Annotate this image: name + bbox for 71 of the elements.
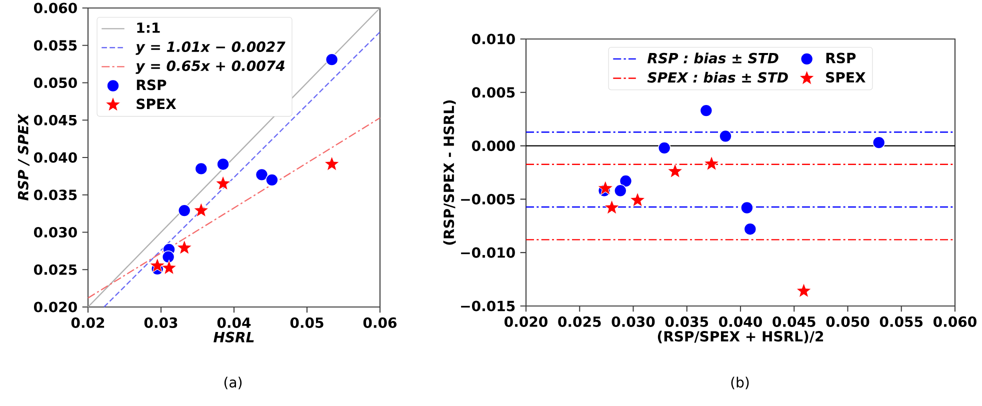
y-tick-label: −0.010: [461, 247, 515, 258]
y-tick-label: 0.040: [34, 152, 77, 163]
y-tick-label: 0.020: [34, 302, 77, 312]
y-tick-label: 0.050: [34, 77, 77, 88]
x-tick-label: 0.04: [217, 317, 251, 328]
x-tick-label: 0.060: [934, 316, 976, 327]
point: [719, 130, 732, 143]
point: [193, 202, 210, 218]
y-tick-label: 0.045: [34, 114, 77, 126]
point: [704, 156, 720, 171]
x-axis-title: HSRL: [214, 332, 254, 342]
text: (a): [224, 376, 242, 390]
legend-label: y = 0.65x + 0.0074: [136, 60, 285, 74]
point: [325, 53, 338, 66]
point: [667, 163, 683, 178]
point: [178, 204, 191, 217]
point: [872, 136, 886, 149]
point: [176, 240, 192, 255]
point: [740, 201, 754, 214]
point: [796, 282, 812, 298]
x-tick-label: 0.020: [504, 316, 548, 327]
point: [744, 222, 757, 236]
y-axis-title: (RSP/SPEX - HSRL): [443, 100, 456, 245]
point: [619, 174, 632, 188]
x-tick-label: 0.025: [558, 316, 601, 327]
y-tick-label: −0.015: [461, 300, 515, 312]
point: [162, 250, 175, 264]
legend-label: SPEX: [826, 72, 866, 83]
legend-label: SPEX : bias ± STD: [647, 72, 788, 83]
text: (b): [731, 376, 749, 390]
point: [215, 175, 231, 190]
point: [658, 142, 671, 154]
point: [597, 180, 614, 196]
x-tick-label: 0.050: [826, 316, 870, 327]
y-tick-label: 0.030: [34, 226, 77, 238]
x-tick-label: 0.05: [290, 317, 324, 328]
point: [324, 156, 340, 171]
point: [255, 168, 268, 182]
y-axis-title: RSP / SPEX: [18, 114, 30, 201]
x-axis-title: (RSP/SPEX + HSRL)/2: [658, 330, 824, 344]
legend-label: RSP: [136, 80, 166, 90]
point: [216, 158, 230, 171]
point: [604, 199, 620, 214]
x-tick-label: 0.040: [719, 316, 762, 327]
point: [194, 162, 208, 176]
x-tick-label: 0.06: [363, 317, 397, 328]
x-tick-label: 0.055: [880, 316, 923, 327]
point: [149, 258, 166, 273]
point: [700, 104, 713, 117]
x-tick-label: 0.045: [772, 316, 816, 327]
point: [630, 192, 646, 207]
y-tick-label: 0.055: [34, 40, 77, 51]
y-tick-label: −0.005: [461, 194, 515, 204]
legend-label: RSP : bias ± STD: [647, 52, 778, 64]
y-tick-label: 0.000: [472, 140, 515, 152]
point: [266, 174, 278, 186]
x-tick-label: 0.030: [612, 316, 655, 327]
legend-label: y = 1.01x − 0.0027: [136, 41, 286, 55]
point: [614, 184, 627, 198]
y-tick-label: 0.035: [34, 190, 77, 200]
legend-label: RSP: [826, 52, 856, 64]
x-tick-label: 0.03: [144, 317, 178, 328]
x-tick-label: 0.02: [71, 317, 104, 328]
y-tick-label: 0.010: [472, 34, 515, 44]
y-tick-label: 0.025: [34, 264, 77, 275]
y-tick-label: 0.060: [34, 2, 77, 14]
x-tick-label: 0.035: [665, 316, 708, 327]
legend-label: SPEX: [136, 98, 176, 110]
legend-label: 1:1: [137, 22, 160, 33]
point: [161, 260, 177, 275]
y-tick-label: 0.005: [472, 87, 515, 98]
